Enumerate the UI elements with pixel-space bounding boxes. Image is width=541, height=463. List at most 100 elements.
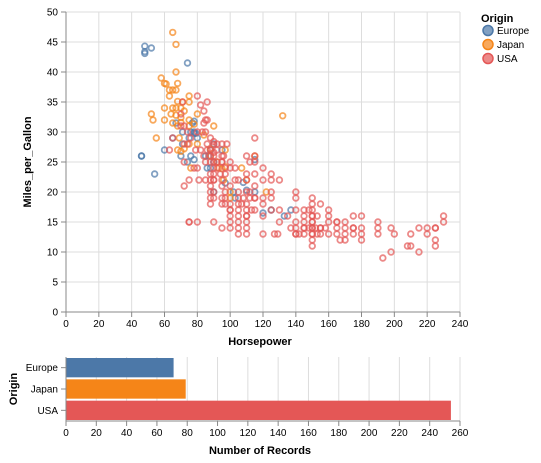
point-usa	[431, 224, 440, 232]
scatter-x-axis-title: Horsepower	[228, 336, 292, 348]
legend-symbol-japan	[482, 38, 494, 51]
point-usa	[415, 248, 423, 256]
point-japan	[172, 86, 180, 94]
point-usa	[210, 140, 218, 149]
point-usa	[259, 200, 267, 208]
bar-x-tick-label: 240	[421, 428, 438, 439]
point-usa	[178, 98, 187, 106]
point-usa	[234, 206, 243, 214]
point-usa	[308, 212, 316, 220]
point-usa	[218, 182, 226, 190]
point-usa	[226, 182, 234, 190]
point-usa	[180, 140, 188, 148]
point-japan	[157, 74, 165, 82]
point-usa	[267, 170, 275, 178]
scatter-x-tick-label: 0	[63, 319, 69, 330]
point-usa	[198, 128, 206, 136]
bar-x-tick-label: 260	[452, 428, 469, 439]
point-usa	[219, 152, 228, 160]
point-usa	[242, 200, 251, 208]
point-usa	[267, 206, 275, 214]
point-japan	[185, 92, 193, 100]
point-japan	[190, 120, 198, 128]
point-usa	[431, 242, 440, 250]
bar-europe	[66, 358, 174, 378]
point-usa	[234, 230, 243, 238]
point-japan	[175, 134, 183, 142]
point-usa	[259, 212, 267, 220]
scatter-x-tick-label: 140	[287, 319, 304, 330]
point-usa	[183, 128, 192, 136]
point-usa	[177, 110, 185, 118]
point-europe	[137, 152, 146, 160]
point-usa	[349, 230, 357, 238]
bar-chart: 0 20 40 60 80 100 120 140 160 180 200 220 240 260 Euro…	[8, 357, 469, 457]
point-europe	[190, 155, 198, 164]
point-usa	[292, 206, 300, 214]
point-japan	[169, 119, 177, 127]
point-usa	[234, 194, 243, 202]
point-usa	[206, 152, 215, 160]
point-usa	[274, 230, 282, 238]
scatter-x-tick-label: 120	[255, 319, 272, 330]
point-usa	[374, 224, 382, 232]
point-usa	[242, 176, 251, 184]
point-usa	[218, 176, 226, 184]
point-usa	[196, 146, 205, 154]
point-usa	[415, 224, 423, 232]
point-usa	[349, 224, 357, 232]
scatter-axes: 0 20 40 60 80 100 120 140 160 180 200 220 240 0 5 10 15 2…	[47, 8, 469, 331]
point-usa	[203, 146, 211, 154]
point-usa	[190, 164, 198, 172]
point-usa	[177, 122, 185, 130]
point-usa	[242, 152, 251, 160]
point-japan	[152, 134, 160, 142]
scatter-y-tick-label: 10	[47, 248, 59, 259]
point-usa	[333, 230, 341, 238]
bar-usa	[66, 400, 451, 420]
point-usa	[439, 212, 448, 220]
point-usa	[407, 230, 415, 238]
bar-x-tick-label: 60	[151, 428, 163, 439]
point-usa	[242, 188, 251, 196]
point-usa	[251, 182, 259, 190]
point-usa	[316, 200, 325, 208]
point-usa	[251, 206, 259, 214]
bar-y-tick-label: Japan	[31, 385, 58, 396]
point-usa	[226, 164, 234, 172]
point-usa	[226, 224, 234, 232]
point-usa	[213, 146, 221, 154]
point-usa	[324, 230, 333, 238]
point-usa	[357, 212, 366, 220]
scatter-x-tick-label: 40	[126, 319, 138, 330]
scatter-x-tick-label: 180	[353, 319, 370, 330]
point-japan	[185, 116, 193, 124]
point-usa	[275, 176, 284, 184]
point-japan	[187, 164, 195, 172]
legend-symbol-europe	[482, 24, 494, 37]
point-usa	[185, 176, 193, 184]
bar-x-axis-title: Number of Records	[209, 445, 311, 457]
point-japan	[279, 112, 287, 120]
scatter-points	[137, 28, 448, 262]
bar-x-tick-label: 180	[330, 428, 347, 439]
bar-y-axis-title: Origin	[8, 373, 20, 406]
bar-y-tick-label: Europe	[26, 363, 59, 374]
point-usa	[242, 224, 251, 232]
point-usa	[242, 212, 251, 220]
point-japan	[237, 164, 246, 172]
point-usa	[210, 176, 218, 184]
point-japan	[169, 28, 177, 37]
point-japan	[149, 116, 157, 124]
point-usa	[196, 101, 205, 109]
point-usa	[193, 218, 202, 226]
bar-rects	[66, 358, 451, 420]
point-usa	[201, 176, 210, 184]
point-usa	[201, 128, 210, 136]
point-japan	[160, 104, 169, 112]
scatter-y-tick-label: 5	[52, 278, 58, 289]
point-usa	[292, 194, 300, 202]
point-japan	[160, 79, 169, 88]
scatter-x-tick-label: 160	[320, 319, 337, 330]
